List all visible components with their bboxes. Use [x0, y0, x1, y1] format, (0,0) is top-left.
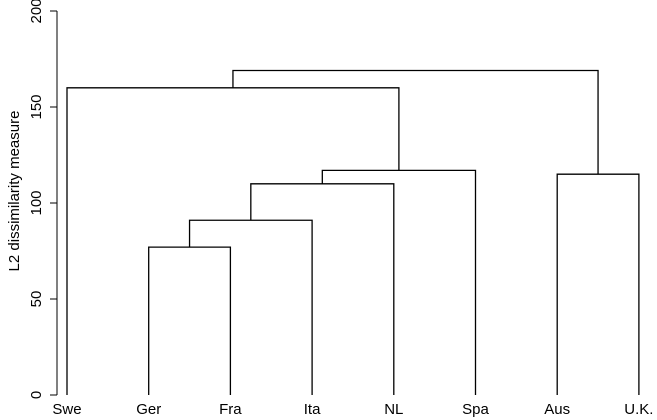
- leaf-label: Ger: [136, 401, 161, 418]
- leaf-label: Swe: [52, 401, 81, 418]
- y-tick-label: 200: [28, 0, 45, 24]
- leaf-label: Spa: [462, 401, 489, 418]
- dendrogram-branches: [66, 69, 640, 395]
- leaf-label: Aus: [544, 401, 570, 418]
- dendrogram-link: [148, 246, 232, 395]
- leaf-label: NL: [384, 401, 403, 418]
- dendrogram-link: [66, 87, 400, 395]
- y-tick-label: 50: [28, 291, 45, 308]
- dendrogram-link: [321, 169, 477, 395]
- y-tick-label: 150: [28, 94, 45, 119]
- dendrogram-link: [250, 183, 395, 395]
- leaf-labels: Swe Ger Fra Ita NL Spa Aus U.K.: [52, 401, 653, 418]
- y-axis-label: L2 dissimilarity measure: [6, 111, 23, 272]
- dendrogram-link: [232, 69, 599, 175]
- leaf-label: Ita: [304, 401, 321, 418]
- dendrogram-link: [188, 219, 313, 395]
- leaf-label: U.K.: [624, 401, 653, 418]
- y-axis: 0 50 100 150 200: [28, 0, 58, 399]
- dendrogram-link: [556, 173, 640, 395]
- y-tick-label: 100: [28, 190, 45, 215]
- leaf-label: Fra: [219, 401, 242, 418]
- y-tick-label: 0: [28, 391, 45, 399]
